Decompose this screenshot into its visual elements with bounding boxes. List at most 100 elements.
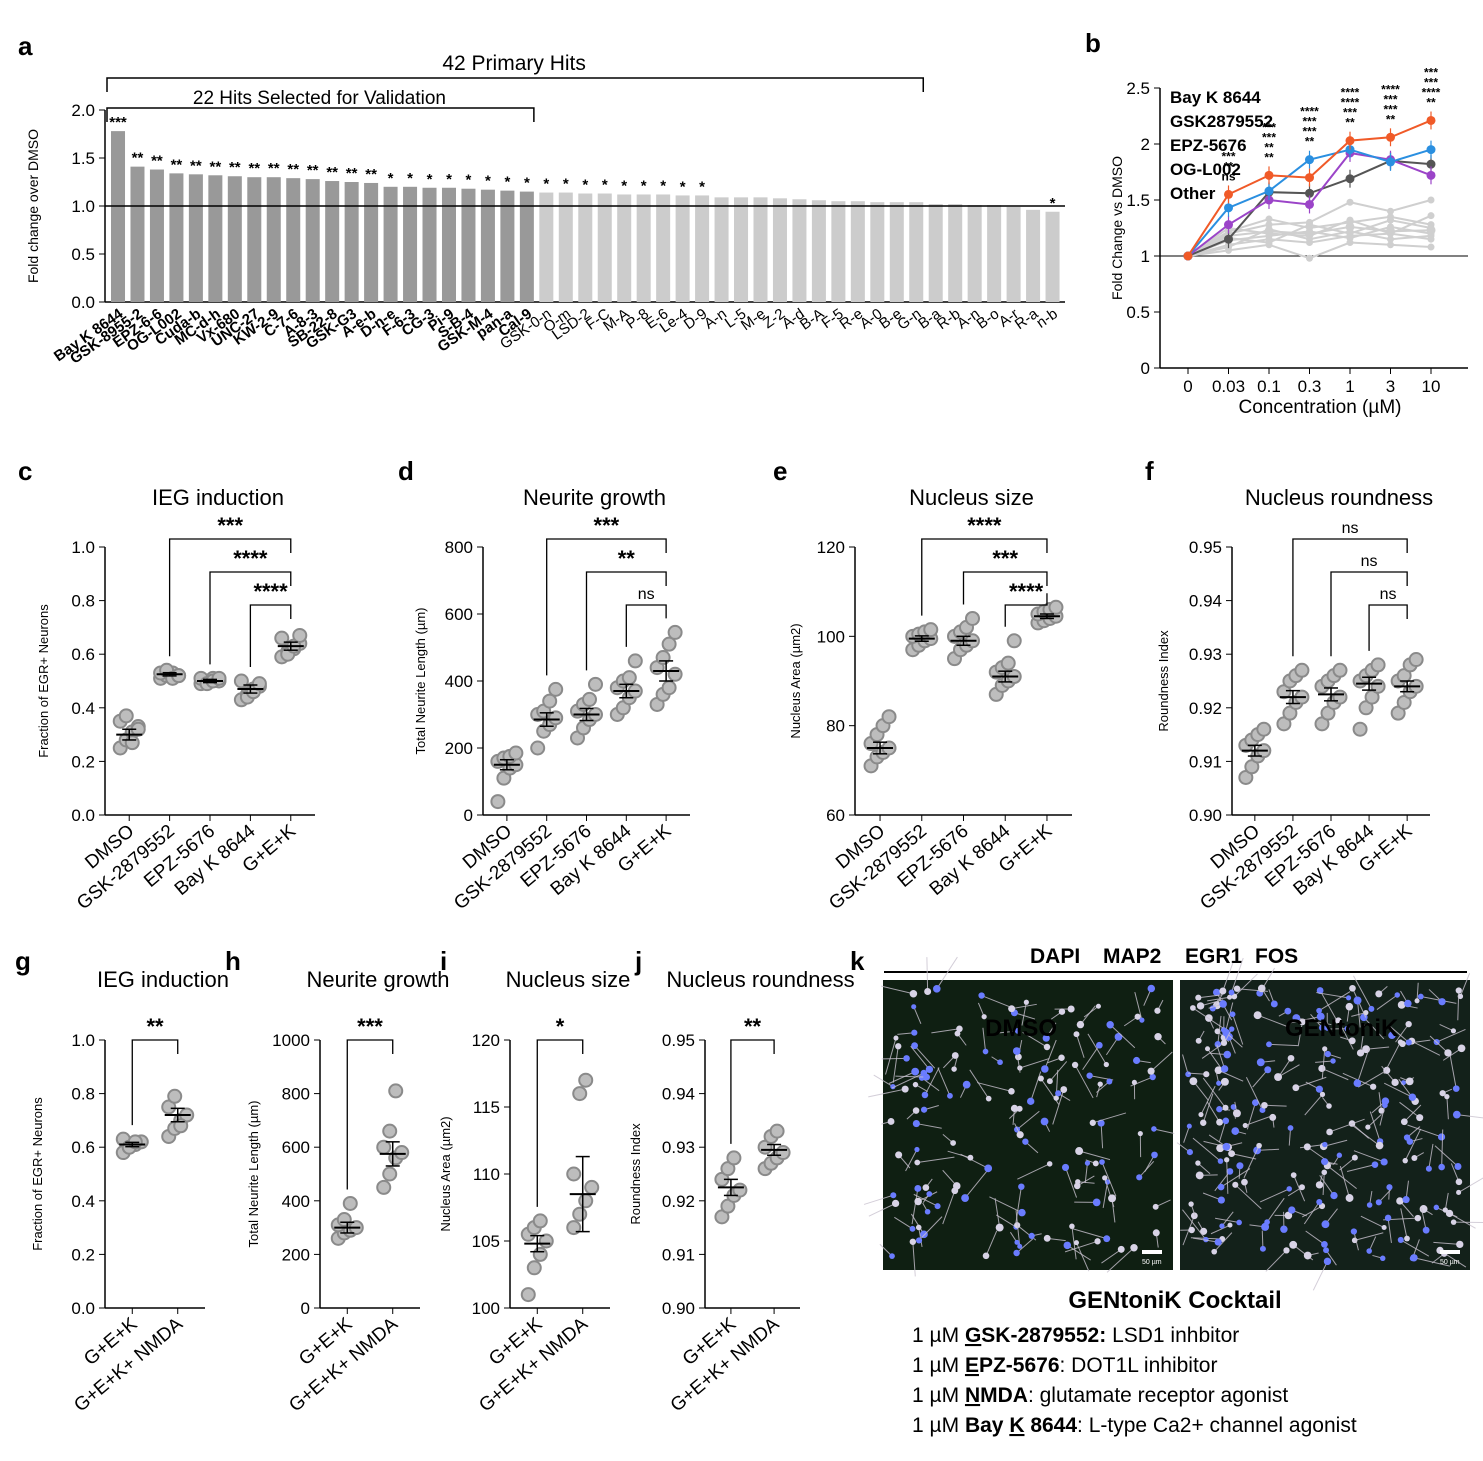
cell-body [1014,1053,1022,1061]
cell-body [1046,1161,1053,1167]
d-comparison-bracket [625,604,667,647]
g-comparison-bracket [131,1039,179,1126]
cell-body [1229,1026,1235,1032]
a-bar-stars: * [524,175,530,192]
a-bar-stars: * [1050,195,1056,212]
cell-body [1061,1163,1070,1172]
neurite [1243,1145,1260,1179]
neurite [1367,1114,1382,1128]
b-series-point [1426,225,1436,235]
b-series-point [1264,170,1274,180]
cell-body [1222,1117,1230,1125]
cell-body [1439,1090,1446,1097]
b-other-point [1387,241,1394,249]
neurite [895,1075,927,1078]
cell-body [1198,1111,1204,1118]
cell-body [1084,1160,1091,1166]
cell-body [1016,1105,1023,1112]
b-legend-entry: GSK2879552 [1170,112,1273,131]
neurite [1213,1232,1233,1253]
d-data-point [667,666,683,682]
neurite [1182,1209,1207,1240]
neurite [1411,1040,1441,1056]
neurite [924,1067,940,1096]
cell-body [1154,1033,1162,1041]
b-xtick-label: 10 [1422,377,1441,396]
b-significance-stars: ** [1264,140,1274,154]
cell-body [1219,1223,1225,1229]
cell-body [1380,1158,1388,1166]
g-y-axis-title: Fraction of EGR+ Neurons [30,1097,45,1251]
i-data-point [566,1166,582,1182]
f-comparison-label: ns [1342,520,1359,537]
neurite [964,1168,989,1199]
cell-body [1326,1103,1332,1109]
i-data-point [572,1206,588,1222]
neurite [1319,1175,1335,1196]
neurite [1052,1089,1065,1125]
cell-body [1419,1205,1428,1214]
b-significance-stars: *** [1262,120,1276,134]
neurite [1237,988,1268,992]
cell-body [1264,1219,1270,1225]
b-significance-stars: *** [1221,149,1235,163]
f-ytick-label: 0.91 [1189,752,1222,771]
b-other-point [1427,196,1435,204]
f-comparison-label: ns [1361,553,1378,570]
neurite [1150,1051,1173,1072]
b-series-point [1224,234,1233,244]
b-other-point [1306,221,1313,229]
a-bar [597,193,612,302]
a-bar-stars: *** [109,114,127,131]
b-series-point [1345,136,1355,146]
cell-body [978,992,985,999]
neurite [1404,1128,1422,1161]
cell-body [1303,1143,1311,1151]
a-bar [987,205,1002,302]
b-ytick-label: 0.5 [1126,303,1150,322]
cell-body [1106,1021,1114,1029]
cell-body [1336,1152,1343,1158]
neurite [1416,982,1419,1001]
cell-body [1345,1002,1354,1011]
d-data-point [548,681,564,697]
cell-body [1027,1097,1035,1106]
cell-body [1335,1017,1342,1024]
a-bar-stars: * [427,171,433,188]
e-comparison-bracket [921,538,1048,616]
cell-body [1402,1157,1408,1164]
cell-body [914,1197,922,1206]
cell-body [1058,1008,1066,1015]
g-ytick-label: 0.4 [71,1192,95,1211]
cell-body [1013,1249,1020,1257]
neurite [1221,1211,1234,1227]
b-xtick-label: 0 [1183,377,1192,396]
f-data-point [1408,652,1424,668]
f-data-point [1332,662,1348,678]
i-data-point [572,1086,588,1102]
cell-body [1196,1002,1205,1010]
b-other-point [1265,215,1273,223]
a-bar-stars: * [407,170,413,187]
a-bar [578,193,593,302]
cell-body [951,1066,957,1072]
cell-body [1075,1147,1084,1156]
panel-h-scatter: Neurite growth 0 200 400 600 800 1000 Total Neu… [246,967,450,1416]
cell-body [1095,1041,1103,1049]
c-ytick-label: 0.2 [71,752,95,771]
neurite [911,1188,919,1225]
neurite [1433,1241,1460,1245]
j-data-point [732,1182,748,1198]
neurite [1200,999,1224,1007]
neurite [1450,1163,1460,1183]
scale-bars: 50 µm 50 µm [1142,1250,1460,1266]
a-bar-stars: * [446,171,452,188]
f-data-point [1294,662,1310,678]
cell-body [920,1106,928,1113]
a-bar-stars: * [485,173,491,190]
cell-body [961,1194,969,1202]
neurite [1207,1048,1222,1069]
a-bar-stars: * [388,170,394,187]
cell-body [1016,1131,1024,1139]
b-series-point [1264,186,1274,196]
